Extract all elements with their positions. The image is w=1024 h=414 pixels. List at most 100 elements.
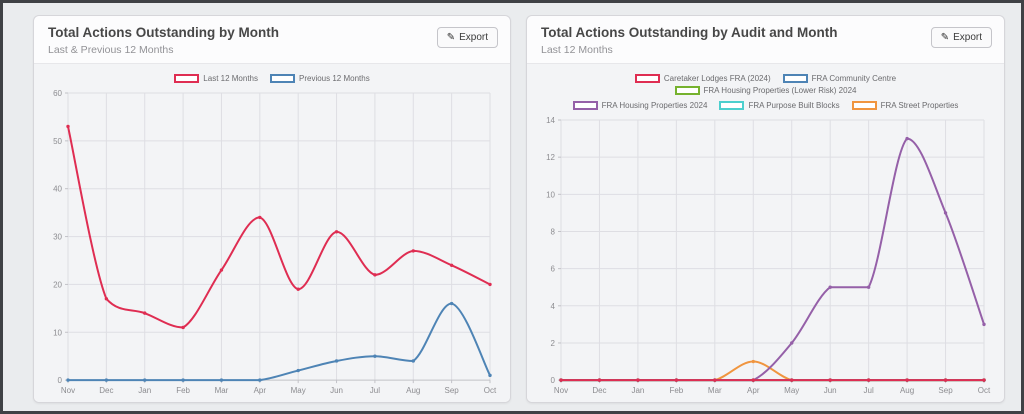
- export-button[interactable]: ✎ Export: [930, 27, 992, 48]
- x-tick-label: Jan: [631, 386, 644, 395]
- legend-label: Caretaker Lodges FRA (2024): [663, 73, 771, 83]
- legend-item-4[interactable]: FRA Purpose Built Blocks: [719, 100, 840, 110]
- x-tick-label: Sep: [938, 386, 953, 395]
- data-point: [258, 378, 262, 382]
- legend-item-1[interactable]: FRA Community Centre: [782, 73, 897, 83]
- data-point: [296, 368, 300, 373]
- legend-swatch: [174, 73, 200, 83]
- data-point: [334, 359, 339, 363]
- y-tick-label: 6: [551, 265, 556, 274]
- legend-swatch: [634, 73, 660, 83]
- export-button[interactable]: ✎ Export: [436, 27, 498, 48]
- x-tick-label: Jun: [824, 386, 837, 395]
- y-tick-label: 20: [53, 280, 62, 289]
- data-point: [66, 124, 70, 129]
- y-tick-label: 2: [551, 339, 556, 348]
- data-point: [449, 301, 454, 306]
- y-tick-label: 0: [551, 376, 556, 385]
- legend-label: FRA Purpose Built Blocks: [748, 100, 840, 110]
- y-tick-label: 50: [53, 137, 62, 146]
- card-header-text: Total Actions Outstanding by Audit and M…: [541, 25, 837, 56]
- x-tick-label: Apr: [747, 386, 760, 395]
- y-tick-label: 40: [53, 185, 62, 194]
- chart-legend: Last 12 Months Previous 12 Months: [42, 70, 502, 85]
- data-point: [982, 322, 986, 326]
- series-line: [67, 302, 491, 381]
- series-line: [67, 125, 491, 329]
- data-point: [449, 263, 454, 267]
- legend-item-1[interactable]: Previous 12 Months: [270, 73, 370, 83]
- x-tick-label: Jul: [370, 386, 380, 395]
- legend-swatch: [719, 100, 745, 110]
- data-point: [828, 285, 832, 289]
- data-point: [181, 325, 185, 330]
- x-tick-label: Nov: [61, 386, 75, 395]
- x-tick-label: Apr: [254, 386, 267, 395]
- card-total-actions-by-audit-and-month: Total Actions Outstanding by Audit and M…: [526, 15, 1005, 403]
- chart-subtitle: Last 12 Months: [541, 43, 613, 56]
- x-tick-label: Aug: [406, 386, 420, 395]
- legend-swatch: [851, 100, 877, 110]
- export-button-label: Export: [953, 32, 982, 43]
- x-tick-label: May: [784, 386, 799, 395]
- card-header: Total Actions Outstanding by Month Last …: [34, 16, 510, 64]
- chart-subtitle: Last & Previous 12 Months: [48, 43, 174, 56]
- x-tick-label: Sep: [445, 386, 460, 395]
- x-tick-label: Jan: [138, 386, 151, 395]
- data-point: [943, 378, 948, 382]
- legend-label: FRA Street Properties: [880, 100, 959, 110]
- data-point: [334, 229, 339, 234]
- legend-item-2[interactable]: FRA Housing Properties (Lower Risk) 2024: [674, 85, 857, 95]
- y-tick-label: 12: [546, 153, 555, 162]
- data-point: [258, 215, 262, 219]
- data-point: [66, 378, 70, 382]
- data-point: [713, 378, 717, 382]
- legend-item-3[interactable]: FRA Housing Properties 2024: [572, 100, 707, 110]
- data-point: [905, 136, 909, 141]
- legend-label: Last 12 Months: [203, 73, 258, 83]
- y-tick-label: 14: [546, 116, 555, 125]
- legend-label: FRA Housing Properties (Lower Risk) 2024: [703, 85, 857, 95]
- data-point: [104, 296, 109, 301]
- data-point: [636, 378, 640, 382]
- data-point: [488, 282, 492, 286]
- data-point: [751, 359, 755, 364]
- x-tick-label: Mar: [708, 386, 722, 395]
- legend-swatch: [782, 73, 808, 83]
- y-tick-label: 10: [53, 328, 62, 337]
- data-point: [559, 378, 563, 382]
- x-tick-label: Oct: [978, 386, 991, 395]
- legend-item-0[interactable]: Last 12 Months: [174, 73, 258, 83]
- data-point: [488, 373, 492, 377]
- x-tick-label: May: [291, 386, 306, 395]
- legend-item-5[interactable]: FRA Street Properties: [851, 100, 959, 110]
- data-point: [751, 378, 755, 382]
- pencil-icon: ✎: [446, 31, 456, 43]
- line-chart-by-month: Nov Dec Jan Feb Mar Apr May Jun Jul Aug Sep Oct 0 10 2…: [53, 89, 497, 395]
- y-tick-label: 8: [551, 227, 556, 236]
- card-total-actions-by-month: Total Actions Outstanding by Month Last …: [33, 15, 511, 403]
- x-tick-label: Oct: [484, 386, 497, 395]
- x-tick-label: Feb: [176, 386, 190, 395]
- x-tick-label: Feb: [669, 386, 683, 395]
- data-point: [219, 378, 224, 382]
- data-point: [943, 211, 948, 215]
- data-point: [181, 378, 185, 382]
- card-body: Caretaker Lodges FRA (2024) FRA Community…: [527, 63, 1004, 402]
- data-point: [219, 268, 224, 272]
- legend-label: FRA Community Centre: [811, 73, 897, 83]
- card-header-text: Total Actions Outstanding by Month Last …: [48, 25, 279, 56]
- data-point: [296, 287, 300, 291]
- x-tick-label: Nov: [554, 386, 568, 395]
- data-point: [143, 311, 147, 315]
- y-tick-label: 10: [546, 190, 555, 199]
- data-point: [411, 249, 415, 253]
- legend-item-0[interactable]: Caretaker Lodges FRA (2024): [634, 73, 771, 83]
- export-button-label: Export: [459, 32, 488, 43]
- line-chart-by-audit-and-month: Nov Dec Jan Feb Mar Apr May Jun Jul Aug Sep Oct 0 2 4 6…: [546, 116, 991, 395]
- y-tick-label: 4: [551, 302, 556, 311]
- y-tick-label: 0: [58, 376, 63, 385]
- series-line: [560, 137, 985, 381]
- card-header: Total Actions Outstanding by Audit and M…: [527, 16, 1004, 64]
- data-point: [597, 378, 602, 382]
